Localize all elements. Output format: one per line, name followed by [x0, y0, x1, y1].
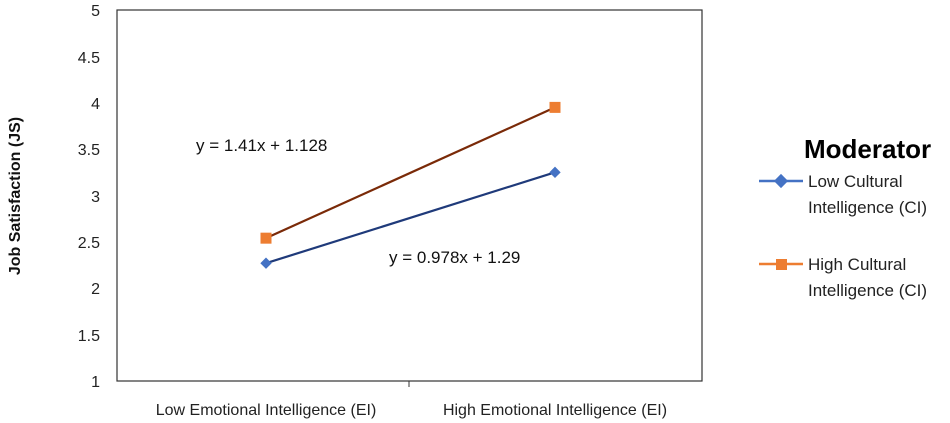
- legend-label: Intelligence (CI): [808, 281, 927, 300]
- x-category-label: High Emotional Intelligence (EI): [443, 402, 667, 419]
- data-point-diamond: [260, 257, 272, 269]
- plot-area-frame: [116, 9, 703, 382]
- legend-label: Low Cultural: [808, 172, 903, 191]
- y-tick-label: 3: [91, 189, 100, 206]
- legend-label: High Cultural: [808, 255, 906, 274]
- legend-diamond-marker: [773, 173, 789, 189]
- legend-title: Moderator: [804, 134, 931, 164]
- legend-square-marker: [776, 259, 787, 270]
- legend-item-high-ci: High Cultural Intelligence (CI): [759, 255, 927, 300]
- y-axis-title: Job Satisfaction (JS): [7, 117, 24, 275]
- series-high-ci: [260, 101, 561, 244]
- y-tick-label: 1: [91, 374, 100, 391]
- y-tick-label: 2: [91, 281, 100, 298]
- data-point-square: [260, 232, 272, 244]
- legend-item-low-ci: Low Cultural Intelligence (CI): [759, 172, 927, 217]
- series-low-ci: [260, 166, 561, 269]
- y-tick-label: 1.5: [78, 328, 100, 345]
- x-category-label: Low Emotional Intelligence (EI): [156, 402, 377, 419]
- data-point-diamond: [549, 166, 561, 178]
- series-line: [265, 106, 556, 240]
- legend: Moderator Low Cultural Intelligence (CI)…: [759, 134, 931, 300]
- legend-label: Intelligence (CI): [808, 198, 927, 217]
- y-tick-label: 4: [91, 96, 100, 113]
- y-tick-label: 2.5: [78, 235, 100, 252]
- y-axis-ticks: 1 1.5 2 2.5 3 3.5 4 4.5 5: [78, 3, 100, 391]
- series-line: [265, 171, 556, 265]
- y-tick-label: 4.5: [78, 50, 100, 67]
- equation-low-ci: y = 0.978x + 1.29: [389, 248, 520, 267]
- y-tick-label: 5: [91, 3, 100, 20]
- data-point-square: [549, 101, 561, 113]
- equation-high-ci: y = 1.41x + 1.128: [196, 136, 327, 155]
- y-tick-label: 3.5: [78, 142, 100, 159]
